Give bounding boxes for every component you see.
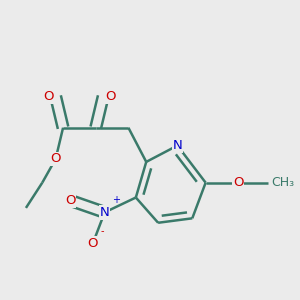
- Text: O: O: [50, 152, 61, 165]
- Text: O: O: [105, 90, 116, 103]
- Text: O: O: [65, 194, 76, 207]
- Text: O: O: [233, 176, 244, 189]
- Text: -: -: [100, 226, 104, 236]
- Text: CH₃: CH₃: [271, 176, 294, 189]
- Text: O: O: [43, 90, 53, 103]
- Text: +: +: [112, 195, 120, 205]
- Text: N: N: [100, 206, 110, 219]
- Text: O: O: [88, 237, 98, 250]
- Text: N: N: [172, 139, 182, 152]
